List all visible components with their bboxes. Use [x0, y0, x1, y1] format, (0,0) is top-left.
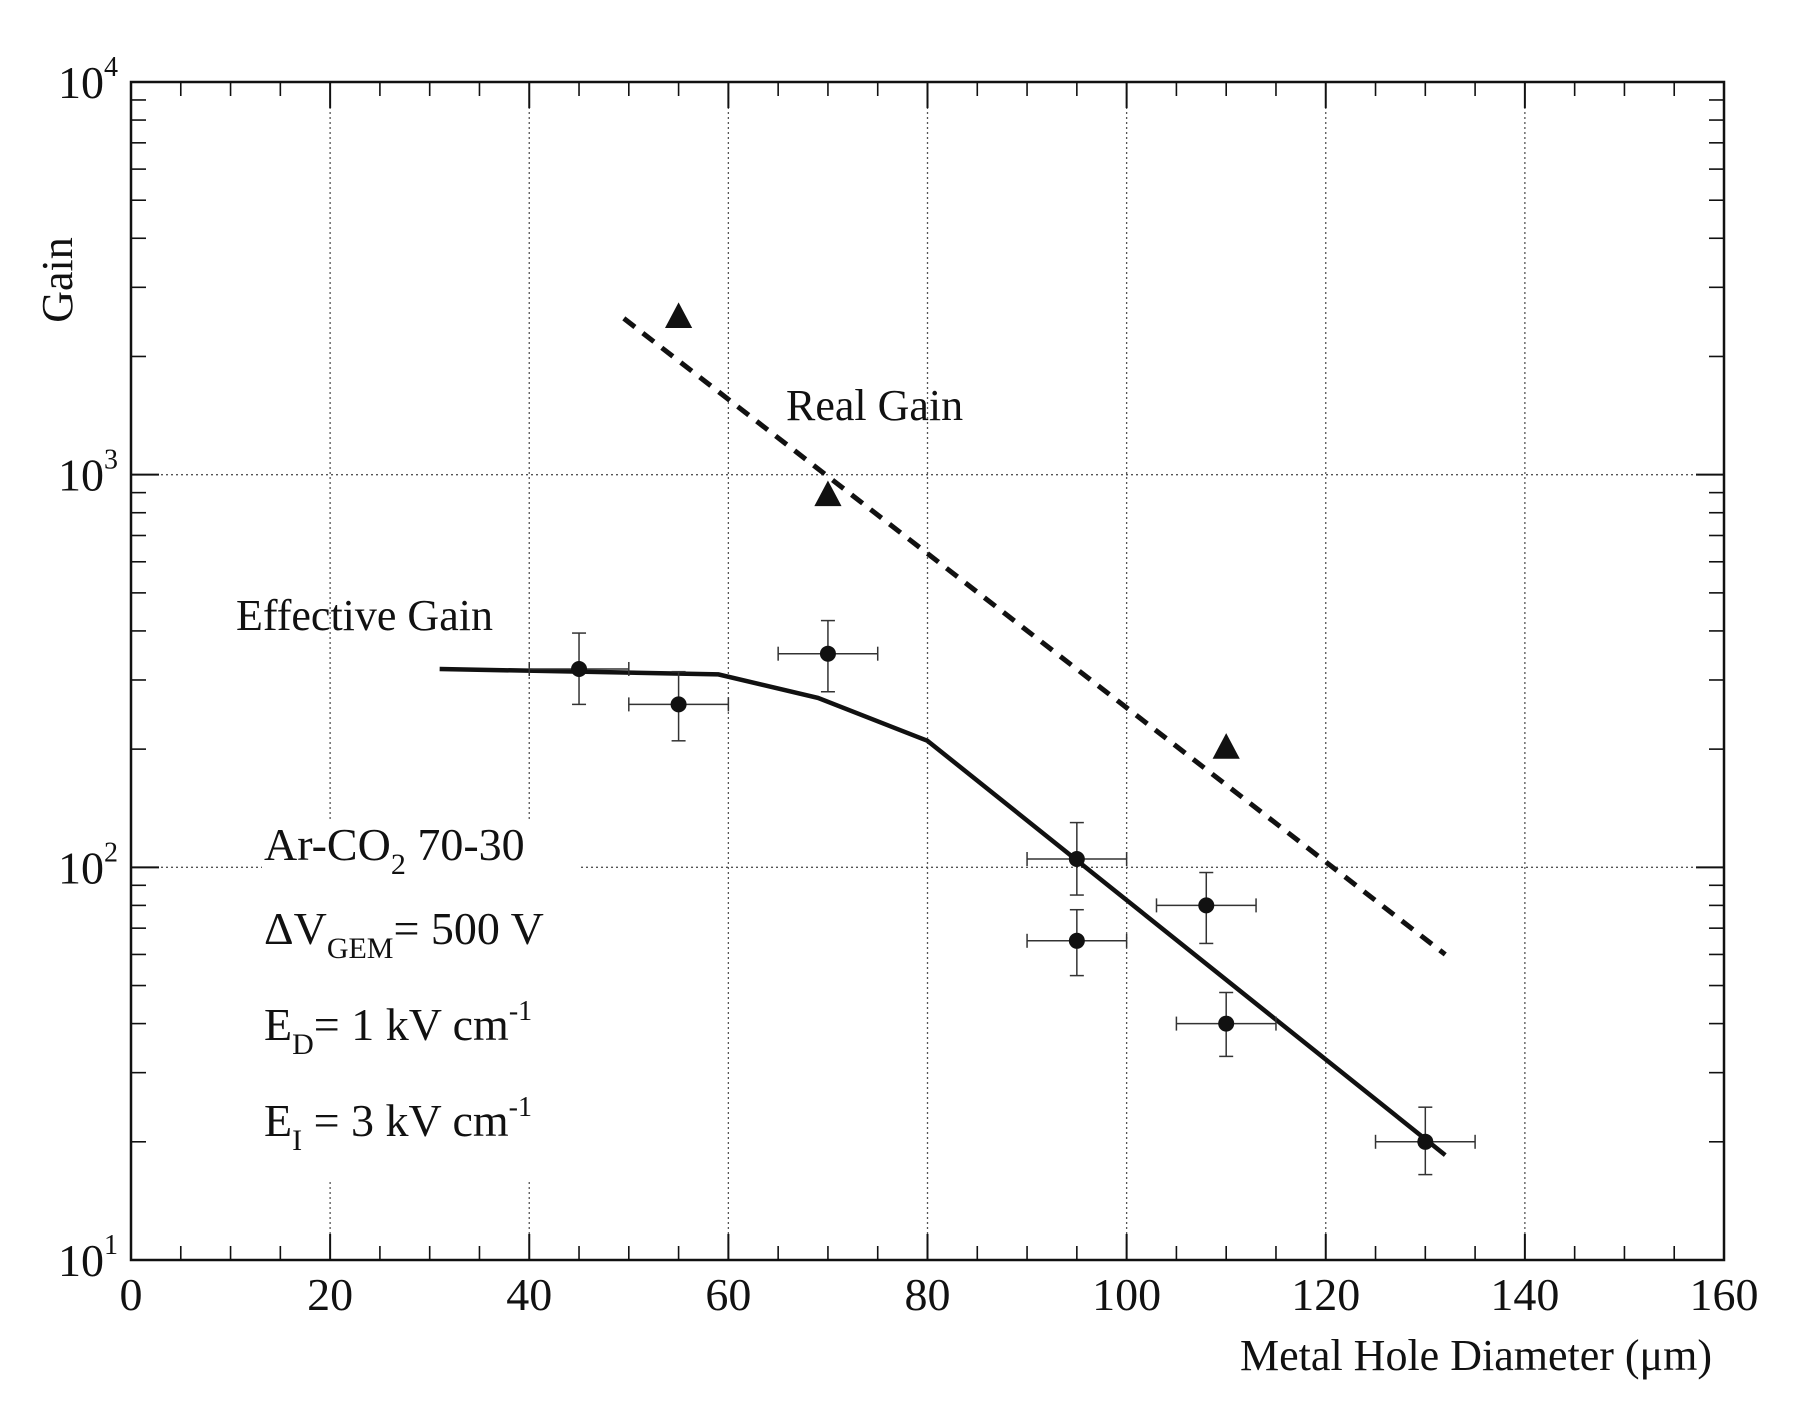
axis-ticks — [130, 81, 1725, 1261]
effective-gain-point — [1417, 1133, 1434, 1150]
effective-gain-point — [1068, 851, 1085, 868]
effective-gain-fit-line — [439, 666, 1447, 1157]
fit-lines — [439, 316, 1447, 1157]
condition-delta-v-gem: ΔVGEM= 500 V — [264, 903, 544, 965]
real-gain-fit-line — [622, 316, 1447, 957]
x-axis-label: Metal Hole Diameter (μm) — [1240, 1331, 1712, 1380]
x-tick-label: 0 — [120, 1269, 143, 1320]
label-mask — [262, 820, 578, 1180]
data-points — [528, 302, 1476, 1176]
tick-labels: 0 20 40 60 80 100 120 140 160 101 102 103 104 — [58, 52, 1759, 1320]
real-gain-point — [814, 480, 842, 507]
x-tick-label: 140 — [1490, 1269, 1559, 1320]
condition-drift-field: ED= 1 kV cm-1 — [264, 996, 532, 1061]
x-tick-label: 160 — [1690, 1269, 1759, 1320]
condition-gas: Ar-CO2 70-30 — [264, 819, 525, 881]
real-gain-point — [1212, 733, 1240, 759]
annotation-real-gain: Real Gain — [786, 381, 963, 430]
x-tick-label: 60 — [705, 1269, 751, 1320]
effective-gain-point — [571, 660, 588, 677]
y-tick-label: 103 — [58, 445, 118, 501]
x-tick-label: 120 — [1291, 1269, 1360, 1320]
effective-gain-point — [1218, 1015, 1235, 1032]
effective-gain-point — [670, 696, 687, 713]
annotation-effective-gain: Effective Gain — [236, 591, 493, 640]
y-tick-label: 104 — [58, 52, 118, 108]
x-tick-label: 80 — [905, 1269, 951, 1320]
x-tick-label: 40 — [506, 1269, 552, 1320]
effective-gain-point — [1068, 932, 1085, 949]
effective-gain-point — [819, 645, 836, 662]
y-axis-label: Gain — [33, 237, 82, 323]
y-tick-label: 101 — [58, 1230, 118, 1286]
y-tick-label: 102 — [58, 837, 118, 893]
real-gain-point — [664, 302, 693, 329]
effective-gain-point — [1198, 897, 1215, 914]
x-tick-label: 100 — [1092, 1269, 1161, 1320]
condition-induction-field: EI = 3 kV cm-1 — [264, 1092, 532, 1157]
x-tick-label: 20 — [307, 1269, 353, 1320]
